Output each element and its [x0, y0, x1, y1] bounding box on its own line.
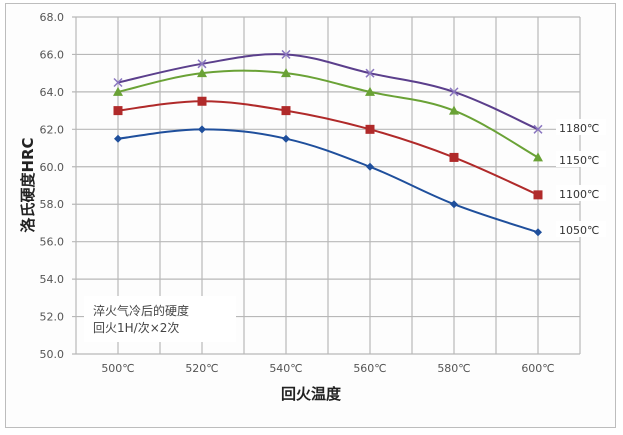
y-tick-label: 56.0 [40, 236, 65, 249]
y-tick-label: 50.0 [40, 348, 65, 361]
series-1050℃ [114, 125, 542, 237]
x-tick-label: 500℃ [101, 362, 134, 375]
x-tick-label: 540℃ [269, 362, 302, 375]
y-tick-label: 54.0 [40, 273, 65, 286]
y-axis-ticks: 50.0 52.0 54.0 56.0 58.0 60.0 62.0 64.0 66.0 68.0 [40, 11, 65, 361]
y-tick-label: 62.0 [40, 123, 65, 136]
series-label: 1050℃ [559, 224, 599, 237]
y-tick-label: 64.0 [40, 86, 65, 99]
x-tick-label: 520℃ [185, 362, 218, 375]
series-labels: 1180℃ 1150℃ 1100℃ 1050℃ [556, 119, 606, 237]
x-axis-title: 回火温度 [281, 385, 342, 403]
y-axis-title: 洛氏硬度HRC [19, 137, 37, 232]
series-1100℃ [113, 96, 543, 200]
y-tick-label: 66.0 [40, 48, 65, 61]
y-tick-label: 68.0 [40, 11, 65, 24]
y-tick-label: 52.0 [40, 311, 65, 324]
series-1180℃ [113, 49, 543, 134]
x-tick-label: 580℃ [437, 362, 470, 375]
x-axis-ticks: 500℃ 520℃ 540℃ 560℃ 580℃ 600℃ [101, 362, 554, 375]
data-series [113, 49, 543, 237]
annotation-line-1: 淬火气冷后的硬度 [93, 303, 189, 318]
annotation-box: 淬火气冷后的硬度 回火1H/次×2次 [84, 296, 236, 342]
series-label: 1180℃ [559, 122, 599, 135]
y-tick-label: 60.0 [40, 161, 65, 174]
series-label: 1150℃ [559, 154, 599, 167]
y-tick-label: 58.0 [40, 198, 65, 211]
series-label: 1100℃ [559, 188, 599, 201]
annotation-line-2: 回火1H/次×2次 [93, 321, 179, 335]
series-1150℃ [113, 68, 543, 162]
x-tick-label: 600℃ [521, 362, 554, 375]
x-tick-label: 560℃ [353, 362, 386, 375]
chart-frame [5, 3, 616, 428]
